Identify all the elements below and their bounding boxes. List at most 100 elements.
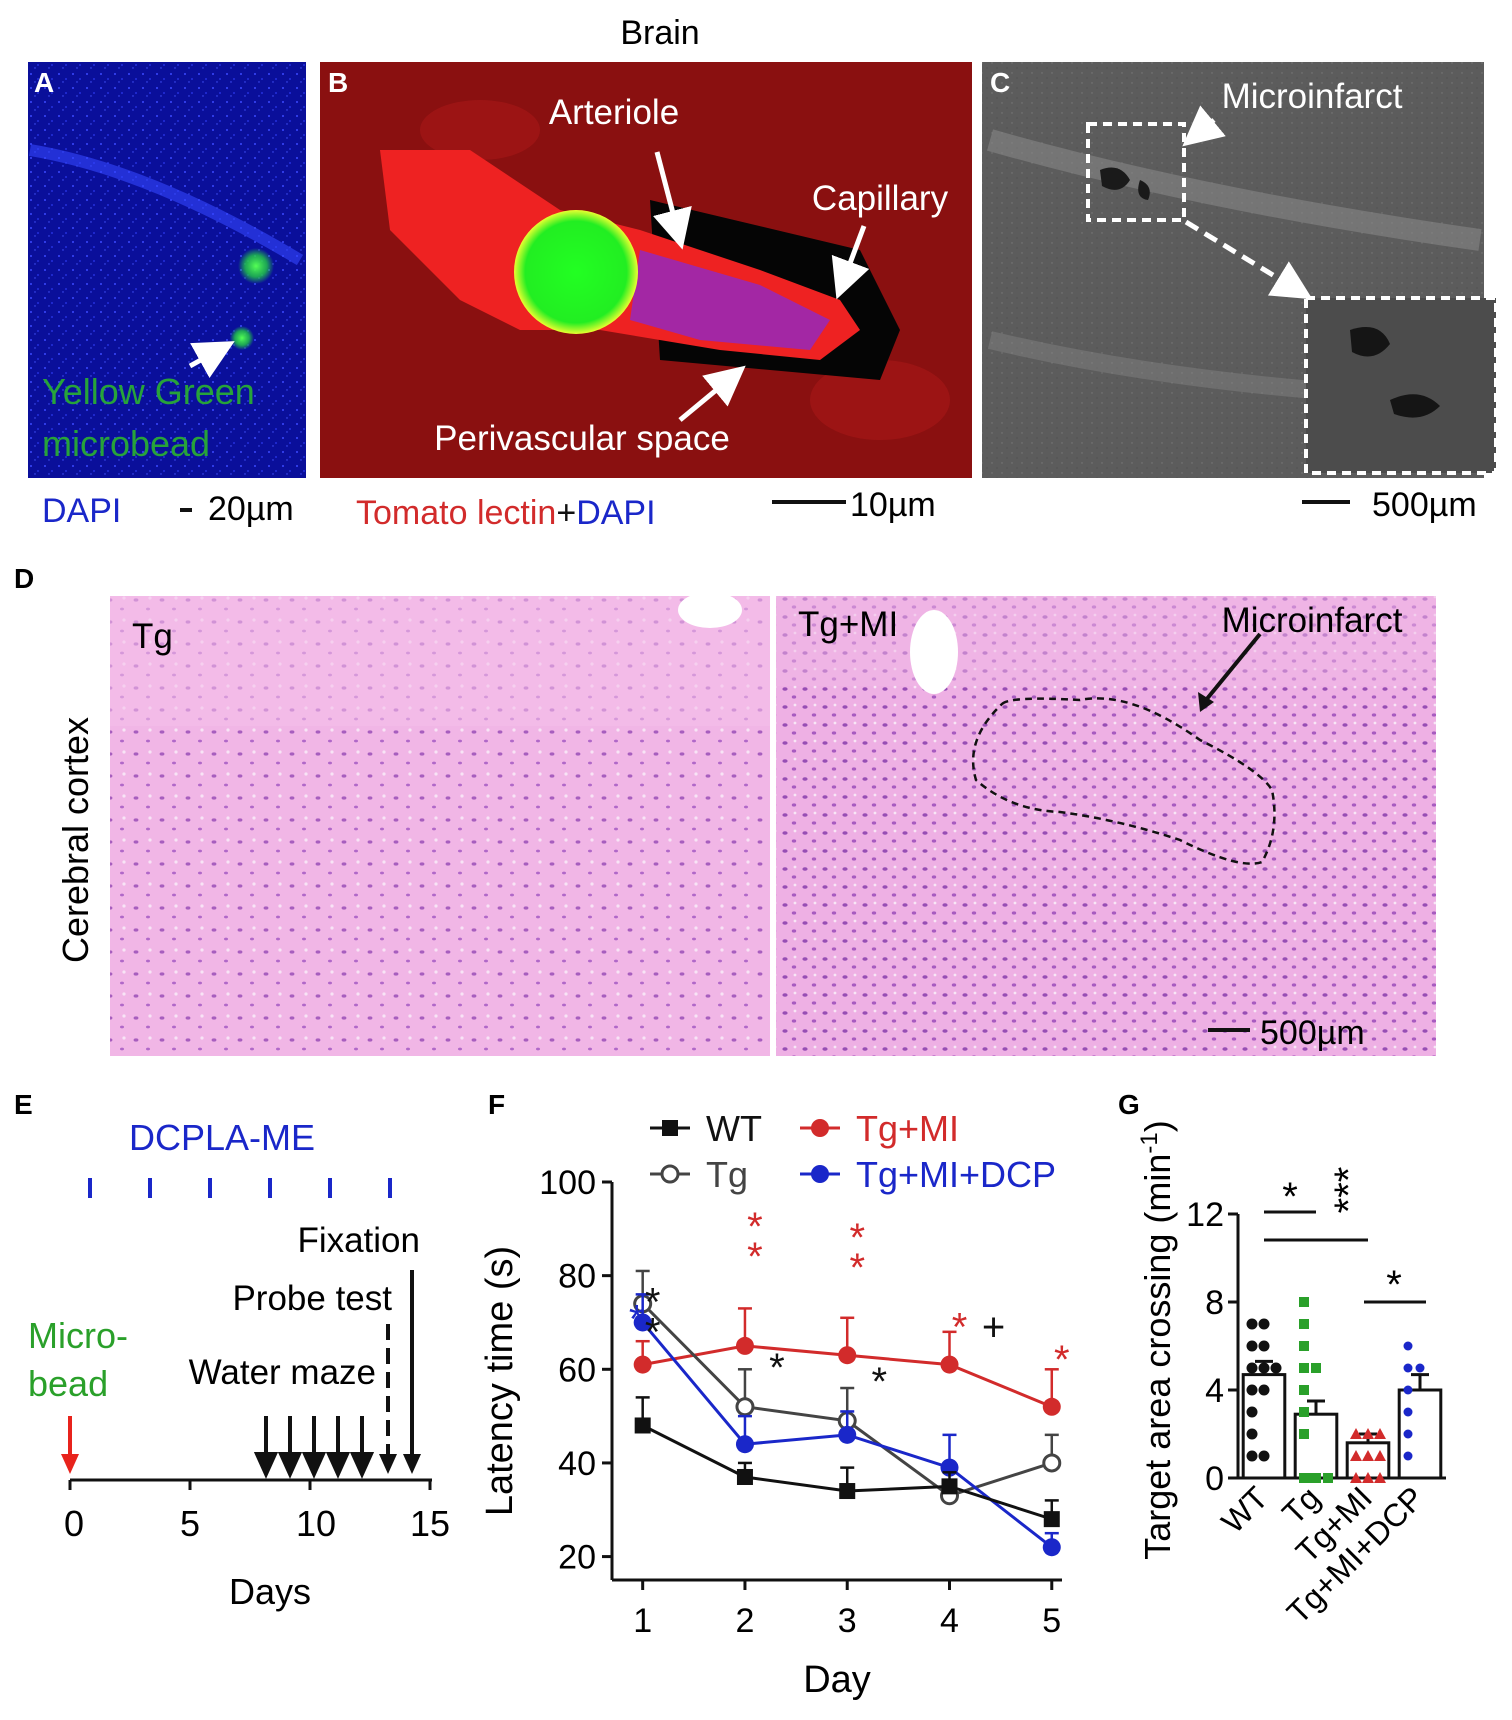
cerebral-cortex-label: Cerebral cortex — [55, 717, 96, 963]
g-point-Tg — [1299, 1297, 1309, 1307]
g-point-WT — [1246, 1406, 1258, 1418]
g-point-Tg+MI+DCP — [1415, 1363, 1425, 1373]
g-point-WT — [1270, 1362, 1282, 1374]
bead-label-line2: microbead — [42, 423, 210, 464]
f-x-tick-label: 3 — [838, 1602, 857, 1640]
g-y-tick-label: 0 — [1205, 1460, 1224, 1498]
g-point-Tg+MI+DCP — [1403, 1341, 1413, 1351]
microbead-b — [514, 210, 638, 334]
f-point-Tg+MI — [838, 1346, 857, 1365]
panel-d-tg-label: Tg — [132, 617, 173, 656]
f-y-tick-label: 80 — [558, 1258, 596, 1296]
g-sig-stars-wt-tg: * — [1282, 1175, 1298, 1219]
microbead-label-1: Micro- — [28, 1315, 128, 1356]
f-y-tick-label: 60 — [558, 1351, 596, 1389]
g-bar-Tg — [1293, 1412, 1339, 1480]
g-point-WT — [1246, 1362, 1258, 1374]
f-legend-marker — [662, 1120, 678, 1136]
f-legend-label: Tg+MI+DCP — [856, 1154, 1056, 1195]
g-point-WT — [1258, 1340, 1270, 1352]
microinfarct-arrow — [1182, 105, 1226, 147]
g-point-Tg — [1299, 1385, 1309, 1395]
f-annotation: * — [769, 1346, 785, 1390]
f-point-Tg — [1042, 1453, 1062, 1473]
days-tick-10: 10 — [296, 1503, 336, 1544]
g-point-Tg+MI — [1374, 1472, 1386, 1483]
g-point-WT — [1258, 1450, 1270, 1462]
g-point-WT — [1258, 1384, 1270, 1396]
f-y-tick-label: 20 — [558, 1539, 596, 1577]
capillary-arrow — [831, 225, 870, 300]
panel-d: D Tg Tg+MI Microinfarct Cerebral cortex … — [14, 563, 1436, 1056]
panel-g-letter: G — [1118, 1089, 1140, 1120]
f-annotation: * — [645, 1310, 661, 1354]
bead-label-line1: Yellow Green — [42, 371, 255, 412]
g-sig-stars-wt-tgmi: *** — [1327, 1167, 1371, 1214]
microbead-large — [238, 248, 274, 284]
f-legend-label: WT — [706, 1108, 762, 1149]
g-point-Tg+MI — [1362, 1472, 1374, 1483]
panel-b-stain-label: Tomato lectin+DAPI — [356, 494, 656, 532]
f-y-tick-label: 40 — [558, 1445, 596, 1483]
f-legend-marker — [660, 1164, 680, 1184]
microinfarct-label-d: Microinfarct — [1222, 601, 1403, 640]
g-point-Tg — [1311, 1363, 1321, 1373]
water-maze-label: Water maze — [189, 1353, 376, 1392]
panel-a: A Yellow Green microbead DAPI 20µm — [28, 62, 306, 530]
f-legend-marker — [811, 1119, 829, 1137]
drug-label: DCPLA-ME — [129, 1117, 315, 1158]
capillary-label: Capillary — [812, 179, 949, 218]
water-maze-arrows — [253, 1416, 375, 1479]
days-axis-title: Days — [229, 1571, 311, 1612]
f-point-WT — [839, 1483, 856, 1500]
brain-title: Brain — [620, 14, 699, 52]
f-annotation: * — [1054, 1338, 1070, 1382]
g-point-Tg+MI — [1374, 1450, 1386, 1461]
g-point-Tg — [1299, 1319, 1309, 1329]
g-point-Tg — [1305, 1473, 1315, 1483]
f-annotation: * — [871, 1360, 887, 1404]
g-point-Tg — [1299, 1363, 1309, 1373]
perivascular-label: Perivascular space — [434, 419, 730, 458]
g-point-Tg — [1299, 1473, 1309, 1483]
f-point-Tg+MI — [735, 1336, 754, 1355]
f-x-tick-label: 2 — [735, 1602, 754, 1640]
panel-b-scale-label: 10µm — [850, 486, 936, 524]
panel-d-letter: D — [14, 563, 34, 594]
stain-tomato: Tomato lectin — [356, 494, 556, 532]
f-legend-marker — [811, 1165, 829, 1183]
days-tick-0: 0 — [64, 1503, 84, 1544]
f-point-Tg+MI — [1042, 1397, 1061, 1416]
f-annotation: * — [629, 1297, 645, 1341]
panel-b: B Arteriole Capillary Perivascular space… — [320, 62, 972, 532]
g-point-Tg — [1299, 1407, 1309, 1417]
stain-plus: + — [556, 494, 576, 532]
microinfarct-box-inset — [1304, 296, 1498, 475]
f-annotation: * — [849, 1246, 865, 1290]
g-point-Tg — [1323, 1473, 1333, 1483]
f-x-tick-label: 1 — [633, 1602, 652, 1640]
days-tick-15: 15 — [410, 1503, 450, 1544]
g-point-Tg+MI — [1374, 1428, 1386, 1439]
f-legend-label: Tg — [706, 1154, 748, 1195]
g-point-Tg+MI — [1350, 1472, 1362, 1483]
panel-e: E DCPLA-ME Fixation Probe test Micro- be… — [14, 1089, 450, 1612]
panel-f-letter: F — [488, 1089, 505, 1120]
f-point-WT — [941, 1478, 958, 1495]
panel-a-cell-band — [29, 144, 304, 266]
g-point-Tg+MI+DCP — [1403, 1363, 1413, 1373]
f-y-tick-label: 100 — [539, 1164, 596, 1202]
f-point-WT — [634, 1417, 651, 1434]
f-point-Tg+MI — [940, 1355, 959, 1374]
g-point-WT — [1258, 1362, 1270, 1374]
microinfarct-label-c: Microinfarct — [1222, 77, 1403, 116]
panel-d-tgmi-label: Tg+MI — [798, 605, 898, 644]
days-axis-ticks — [68, 1480, 432, 1490]
g-point-Tg+MI+DCP — [1403, 1451, 1413, 1461]
g-point-Tg+MI+DCP — [1403, 1385, 1413, 1395]
f-legend-label: Tg+MI — [856, 1108, 959, 1149]
panel-e-letter: E — [14, 1089, 33, 1120]
